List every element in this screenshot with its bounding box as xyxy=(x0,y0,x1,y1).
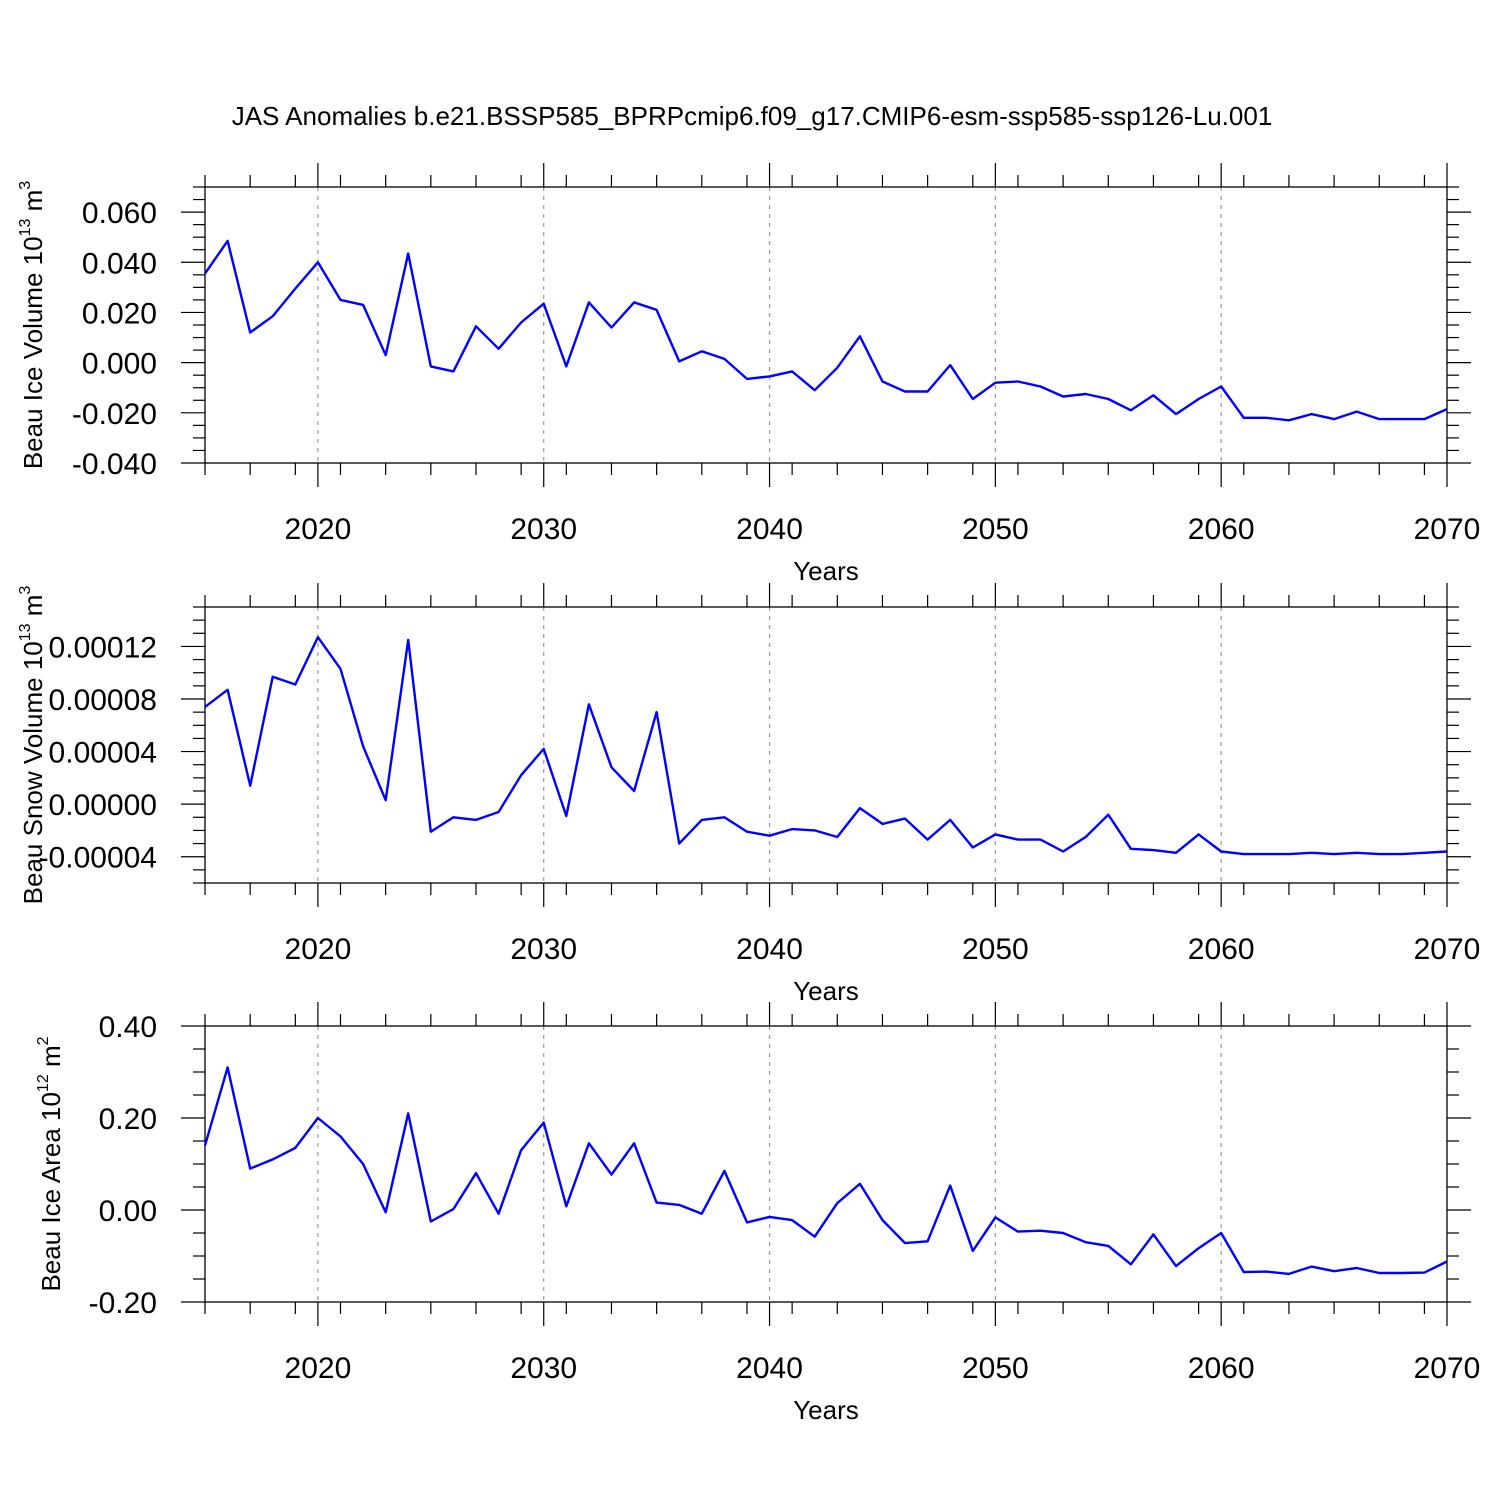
x-tick-label: 2060 xyxy=(1188,513,1255,546)
x-tick-label: 2050 xyxy=(962,1352,1029,1385)
y-tick-label: 0.040 xyxy=(82,247,157,280)
y-tick-label: 0.00 xyxy=(99,1195,157,1228)
x-tick-label: 2060 xyxy=(1188,1352,1255,1385)
x-axis-title: Years xyxy=(793,976,859,1006)
y-axis-title: Beau Ice Volume 1013 m3 xyxy=(17,181,48,469)
x-tick-label: 2020 xyxy=(285,933,352,966)
x-tick-label: 2060 xyxy=(1188,933,1255,966)
y-tick-label: -0.040 xyxy=(72,448,157,481)
x-tick-label: 2030 xyxy=(510,1352,577,1385)
x-axis-title: Years xyxy=(793,556,859,586)
x-tick-label: 2020 xyxy=(285,1352,352,1385)
panel-2: -0.00004 0.00000 0.00004 0.00008 0.00012 2020… xyxy=(17,583,1480,1006)
y-tick-label: 0.20 xyxy=(99,1103,157,1136)
x-tick-label: 2070 xyxy=(1414,513,1481,546)
x-tick-label: 2040 xyxy=(736,933,803,966)
panel-1: -0.040 -0.020 0.000 0.020 0.040 0.060 2020 2030… xyxy=(17,163,1480,586)
y-tick-label: 0.00004 xyxy=(49,737,157,770)
x-tick-label: 2020 xyxy=(285,513,352,546)
y-tick-label: -0.00004 xyxy=(39,842,157,875)
panels: -0.040 -0.020 0.000 0.020 0.040 0.060 2020 2030… xyxy=(17,163,1480,1425)
x-tick-label: 2070 xyxy=(1414,933,1481,966)
series-line xyxy=(204,636,1448,856)
x-axis-title: Years xyxy=(793,1395,859,1425)
plot-frame xyxy=(204,606,1448,884)
y-tick-label: 0.00012 xyxy=(49,631,157,664)
y-tick-label: 0.40 xyxy=(99,1011,157,1044)
figure-title: JAS Anomalies b.e21.BSSP585_BPRPcmip6.f0… xyxy=(232,101,1273,131)
y-tick-label: 0.060 xyxy=(82,197,157,230)
x-tick-label: 2070 xyxy=(1414,1352,1481,1385)
y-tick-label: -0.020 xyxy=(72,398,157,431)
y-tick-label: 0.000 xyxy=(82,348,157,381)
panel-3: -0.20 0.00 0.20 0.40 2020 2030 2040 2050 2060 207… xyxy=(35,1002,1480,1425)
x-tick-label: 2040 xyxy=(736,1352,803,1385)
y-axis-title: Beau Snow Volume 1013 m3 xyxy=(17,586,48,905)
y-tick-label: 0.00008 xyxy=(49,684,157,717)
y-tick-label: 0.020 xyxy=(82,297,157,330)
x-tick-label: 2050 xyxy=(962,513,1029,546)
y-tick-label: -0.20 xyxy=(89,1287,157,1320)
x-tick-label: 2050 xyxy=(962,933,1029,966)
series-line xyxy=(203,1066,1448,1276)
series-line xyxy=(204,239,1448,422)
x-tick-label: 2040 xyxy=(736,513,803,546)
x-tick-label: 2030 xyxy=(510,933,577,966)
y-axis-title: Beau Ice Area 1012 m2 xyxy=(35,1036,66,1291)
y-tick-label: 0.00000 xyxy=(49,789,157,822)
x-tick-label: 2030 xyxy=(510,513,577,546)
